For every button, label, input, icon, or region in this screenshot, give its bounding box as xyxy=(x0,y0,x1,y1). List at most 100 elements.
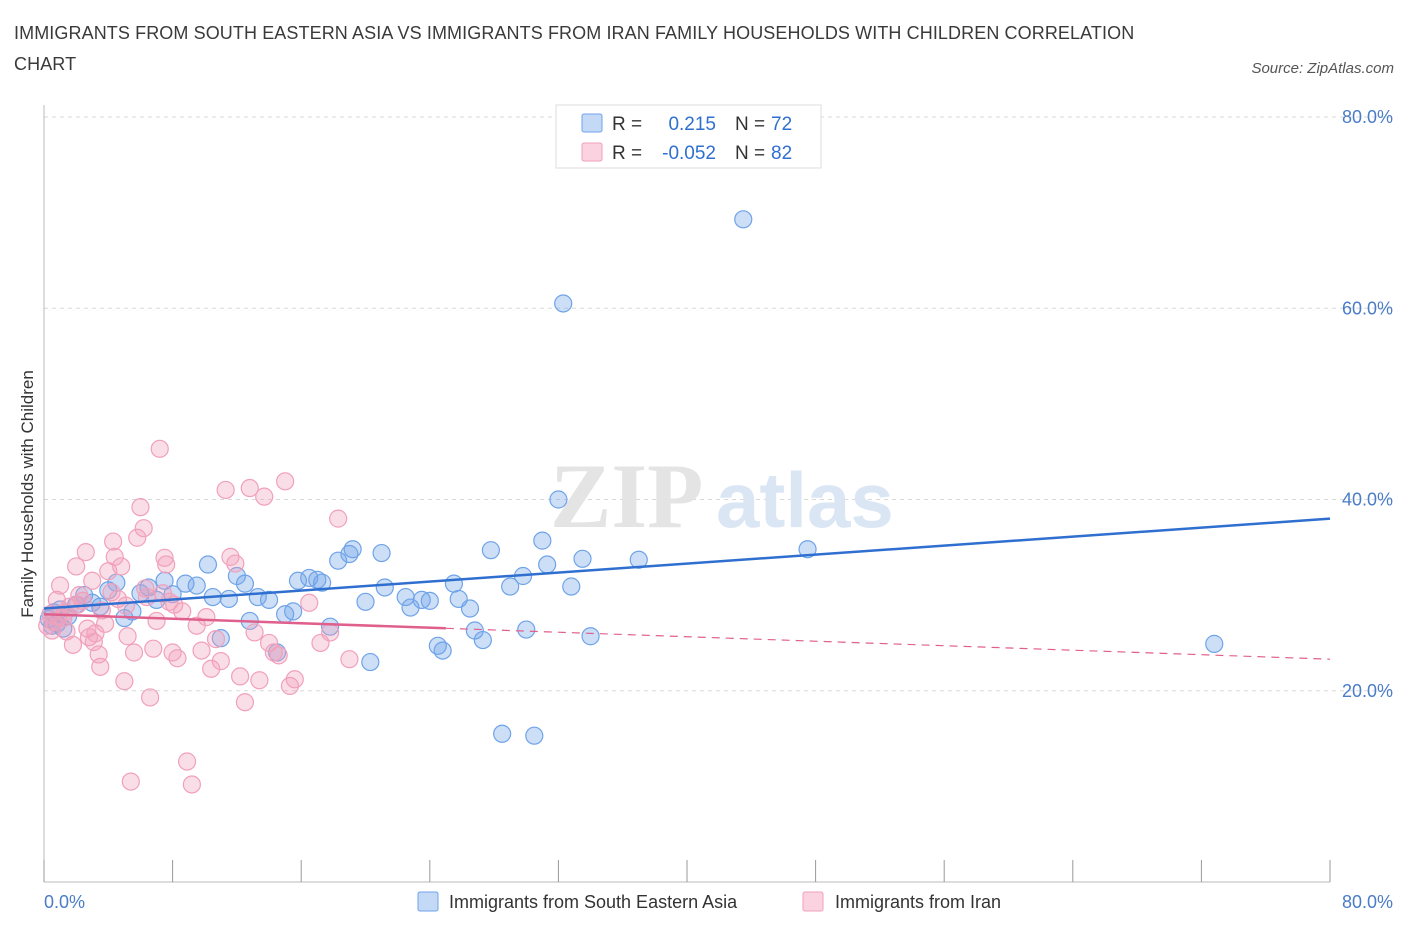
point-iran-78 xyxy=(116,596,136,615)
point-iran-53 xyxy=(231,667,250,686)
point-south-eastern-asia-69 xyxy=(581,627,600,646)
correlation-legend: R = 0.215 N = 72 R = -0.052 N = 82 xyxy=(555,104,822,169)
point-south-eastern-asia-49 xyxy=(420,591,439,610)
point-south-eastern-asia-61 xyxy=(517,620,536,639)
point-south-eastern-asia-72 xyxy=(798,540,817,559)
point-iran-37 xyxy=(157,555,176,574)
point-south-eastern-asia-27 xyxy=(235,574,255,593)
point-iran-64 xyxy=(285,670,304,689)
point-south-eastern-asia-64 xyxy=(538,555,557,574)
point-iran-58 xyxy=(255,487,274,506)
y-axis-label: Family Households with Children xyxy=(18,370,37,618)
point-iran-48 xyxy=(206,630,226,649)
point-south-eastern-asia-37 xyxy=(312,573,332,592)
point-iran-60 xyxy=(264,643,283,662)
point-iran-26 xyxy=(121,772,140,791)
point-south-eastern-asia-34 xyxy=(288,571,308,590)
legend-n-value-pink: 82 xyxy=(771,143,792,164)
point-iran-24 xyxy=(115,672,134,691)
point-iran-39 xyxy=(163,643,182,662)
point-iran-35 xyxy=(150,439,169,458)
legend-r-label-blue: R = xyxy=(612,114,642,135)
point-iran-68 xyxy=(329,509,348,528)
point-iran-52 xyxy=(226,554,245,573)
point-iran-43 xyxy=(182,775,201,794)
y-tick-labels: 20.0% 40.0% 60.0% 80.0% xyxy=(1342,107,1393,701)
source-label: Source: ZipAtlas.com xyxy=(1251,60,1394,77)
legend-n-label-blue: N = xyxy=(735,114,765,135)
point-iran-67 xyxy=(321,623,340,642)
point-south-eastern-asia-56 xyxy=(473,630,492,650)
point-south-eastern-asia-20 xyxy=(176,574,195,593)
point-iran-25 xyxy=(118,627,137,646)
point-south-eastern-asia-66 xyxy=(554,294,573,313)
legend-r-label-pink: R = xyxy=(612,143,642,164)
point-south-eastern-asia-42 xyxy=(356,592,375,611)
point-iran-76 xyxy=(91,657,110,676)
point-south-eastern-asia-52 xyxy=(444,574,464,593)
point-iran-20 xyxy=(102,583,121,602)
point-iran-50 xyxy=(216,480,235,500)
legend-n-value-blue: 72 xyxy=(771,114,792,135)
point-south-eastern-asia-21 xyxy=(187,576,206,595)
point-iran-62 xyxy=(276,472,295,491)
point-iran-46 xyxy=(197,608,216,627)
point-iran-42 xyxy=(177,752,197,771)
point-iran-59 xyxy=(259,633,279,653)
point-south-eastern-asia-30 xyxy=(259,590,279,610)
point-south-eastern-asia-51 xyxy=(433,641,452,660)
svg-text:ZIP: ZIP xyxy=(550,445,703,547)
point-south-eastern-asia-71 xyxy=(734,210,753,229)
point-iran-8 xyxy=(63,635,83,654)
x-tick-label-min: 0.0% xyxy=(44,892,85,912)
point-south-eastern-asia-67 xyxy=(562,577,581,596)
point-iran-77 xyxy=(104,532,123,551)
grid-lines xyxy=(44,116,1393,692)
point-south-eastern-asia-25 xyxy=(219,589,238,609)
legend-label-south-eastern-asia: Immigrants from South Eastern Asia xyxy=(449,892,738,912)
x-ticks xyxy=(43,860,1331,882)
point-south-eastern-asia-44 xyxy=(372,543,391,563)
point-iran-56 xyxy=(245,623,264,642)
chart-title: IMMIGRANTS FROM SOUTH EASTERN ASIA VS IM… xyxy=(14,23,1135,74)
point-iran-29 xyxy=(131,498,150,517)
point-iran-55 xyxy=(240,478,259,498)
point-iran-65 xyxy=(300,593,319,612)
point-south-eastern-asia-65 xyxy=(549,490,568,509)
point-south-eastern-asia-63 xyxy=(533,531,552,550)
point-south-eastern-asia-33 xyxy=(284,602,303,621)
x-tick-label-max: 80.0% xyxy=(1342,892,1393,912)
point-iran-18 xyxy=(95,614,115,633)
point-south-eastern-asia-41 xyxy=(343,540,362,559)
point-south-eastern-asia-22 xyxy=(198,555,218,574)
point-iran-14 xyxy=(83,571,102,590)
series-legend: Immigrants from South Eastern Asia Immig… xyxy=(417,891,1001,912)
y-tick-label-40: 40.0% xyxy=(1342,490,1393,510)
point-iran-4 xyxy=(50,576,70,595)
point-iran-9 xyxy=(67,557,86,576)
point-iran-61 xyxy=(269,646,288,665)
point-south-eastern-asia-62 xyxy=(525,726,544,745)
point-iran-45 xyxy=(192,641,211,660)
point-iran-38 xyxy=(160,592,179,611)
watermark: ZIP atlas xyxy=(550,445,894,547)
legend-swatch-pink xyxy=(802,891,824,912)
point-iran-23 xyxy=(112,557,131,576)
point-iran-32 xyxy=(140,688,160,707)
point-iran-49 xyxy=(211,652,230,671)
legend-r-value-blue: 0.215 xyxy=(668,114,716,135)
trend-line-south-eastern-asia xyxy=(43,517,1331,610)
point-south-eastern-asia-43 xyxy=(361,652,380,672)
point-iran-21 xyxy=(105,547,124,566)
point-south-eastern-asia-57 xyxy=(481,541,500,560)
point-south-eastern-asia-38 xyxy=(321,617,340,636)
point-iran-80 xyxy=(155,548,174,567)
point-south-eastern-asia-58 xyxy=(493,724,512,743)
point-iran-57 xyxy=(250,671,269,690)
point-iran-34 xyxy=(147,611,166,631)
point-south-eastern-asia-59 xyxy=(501,577,520,596)
point-iran-40 xyxy=(168,649,187,668)
legend-n-label-pink: N = xyxy=(735,143,765,164)
point-iran-30 xyxy=(134,519,153,538)
